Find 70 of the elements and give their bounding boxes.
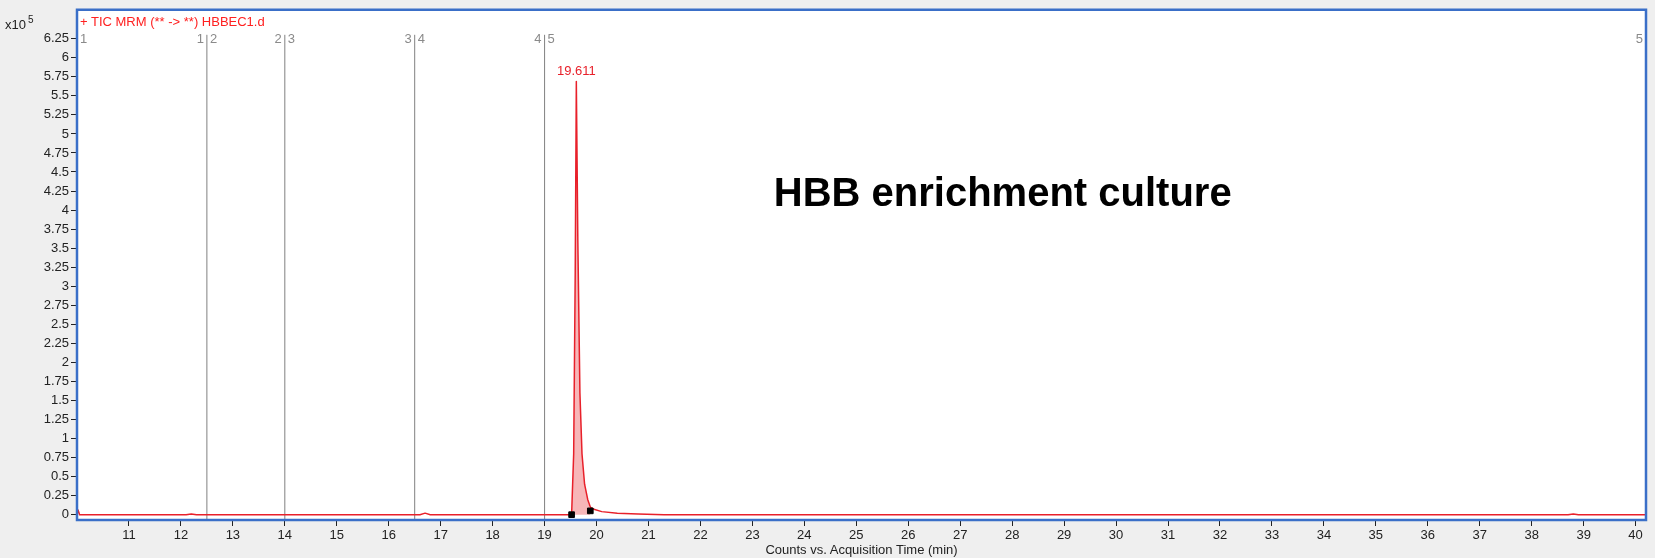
annotation: 5 (547, 31, 555, 47)
x-tick-label: 31 (1160, 527, 1176, 543)
x-tick-label: 17 (433, 527, 448, 543)
y-tick-label: 5.75 (43, 68, 69, 84)
y-tick-label: 5.25 (43, 106, 69, 122)
x-tick-label: 16 (381, 527, 396, 543)
annotation: 19.611 (556, 63, 596, 79)
annotation: 2 (209, 31, 218, 47)
x-tick-label: 29 (1056, 527, 1072, 543)
x-tick-label: 15 (329, 527, 344, 543)
annotation: 2 (274, 31, 282, 47)
y-tick-label: 4.75 (43, 144, 69, 160)
x-tick-label: 39 (1576, 527, 1591, 543)
y-tick-label: 0.5 (50, 468, 69, 484)
x-tick-label: 12 (173, 527, 189, 543)
y-tick-label: 2.25 (43, 334, 69, 350)
x-tick-label: 19 (537, 527, 552, 543)
x-tick-label: 36 (1420, 527, 1436, 543)
x-tick-label: 13 (225, 527, 241, 543)
x-tick-label: 35 (1368, 527, 1384, 543)
x-tick-label: 18 (485, 527, 500, 543)
y-tick-label: 5 (61, 125, 69, 141)
y-tick-label: 5.5 (50, 87, 69, 103)
annotation: 1 (80, 31, 88, 47)
y-tick-label: 3 (61, 277, 69, 293)
x-tick-label: 28 (1004, 527, 1020, 543)
x-tick-label: 23 (745, 527, 760, 543)
chart-title: + TIC MRM (** -> **) HBBEC1.d (80, 13, 265, 29)
annotation: 4 (417, 31, 425, 47)
y-tick-label: 1.75 (43, 372, 69, 388)
x-axis-title: Counts vs. Acquisition Time (min) (765, 542, 958, 558)
x-tick-label: 22 (693, 527, 708, 543)
y-tick-label: 1 (61, 430, 69, 446)
x-tick-label: 32 (1212, 527, 1228, 543)
y-tick-label: 3.25 (43, 258, 69, 274)
y-tick-label: 1.25 (43, 411, 69, 427)
x-tick-label: 21 (641, 527, 656, 543)
annotation: 3 (404, 31, 412, 47)
y-tick-label: 2.5 (50, 315, 69, 331)
y-tick-label: 4.5 (50, 163, 69, 179)
x-tick-label: 27 (952, 527, 968, 543)
y-tick-label: 0.75 (43, 449, 69, 465)
y-tick-label: 1.5 (50, 392, 69, 408)
y-tick-label: 6.25 (43, 30, 69, 46)
x-tick-label: 14 (277, 527, 293, 543)
y-tick-label: 4.25 (43, 182, 69, 198)
x-tick-label: 40 (1628, 527, 1643, 543)
annotation: 1 (196, 31, 204, 47)
x-tick-label: 24 (797, 527, 812, 543)
x-tick-label: 11 (122, 527, 136, 543)
x-tick-label: 25 (849, 527, 864, 543)
y-tick-label: 2 (61, 353, 69, 369)
x-tick-label: 34 (1316, 527, 1332, 543)
x-tick-label: 30 (1108, 527, 1124, 543)
y-tick-label: 3.75 (43, 220, 69, 236)
annotation: HBB enrichment culture (773, 169, 1232, 214)
y-tick-label: 2.75 (43, 296, 69, 312)
x-tick-label: 33 (1264, 527, 1280, 543)
annotation: 4 (534, 31, 542, 47)
annotation: 3 (287, 31, 296, 47)
x-tick-label: 38 (1524, 527, 1539, 543)
y-tick-label: 0 (61, 506, 69, 522)
y-tick-label: 0.25 (43, 487, 69, 503)
x-tick-label: 26 (901, 527, 916, 543)
annotation: 5 (1635, 31, 1643, 47)
x-tick-label: 20 (589, 527, 604, 543)
y-tick-label: 4 (61, 201, 69, 217)
y-tick-label: 3.5 (50, 239, 69, 255)
x-tick-label: 37 (1472, 527, 1487, 543)
y-tick-label: 6 (61, 49, 69, 65)
